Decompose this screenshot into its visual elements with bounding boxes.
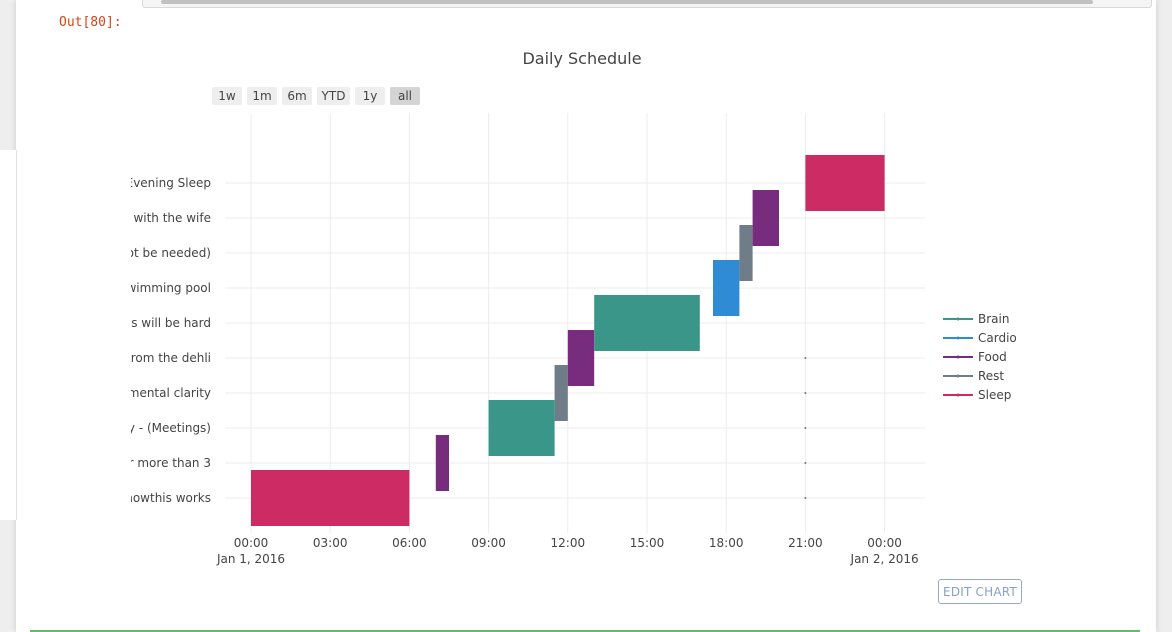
legend-marker-sleep [956,393,960,397]
range-button-label-1w[interactable]: 1w [218,89,236,103]
y-tick-label: or more than 3 [121,456,211,470]
y-tick-label: wimming pool [126,281,211,295]
range-button-1m[interactable] [247,87,277,105]
range-button-ytd[interactable] [317,87,350,105]
gantt-bar-rest [554,365,568,421]
cell-bottom-border [30,630,1140,632]
x-tick-label: 18:00 [709,536,744,550]
x-tick-label: 21:00 [788,536,823,550]
marker-point [804,427,807,429]
y-tick-label: mental clarity [128,386,211,400]
legend-label-cardio: Cardio [978,331,1017,345]
gantt-bar-sleep [805,155,885,211]
range-button-label-all[interactable]: all [398,89,412,103]
x-tick-label: 00:00 [234,536,269,550]
y-tick-label: howthis works [125,491,211,505]
gantt-bar-brain [488,400,555,456]
range-button-label-ytd[interactable]: YTD [321,89,346,103]
legend-label-brain: Brain [978,312,1009,326]
range-button-label-6m[interactable]: 6m [287,89,306,103]
legend-label-food: Food [978,350,1007,364]
scrollbar-thumb[interactable] [161,0,1093,4]
marker-point [804,392,807,394]
x-tick-label: 03:00 [313,536,348,550]
gantt-bar-food [752,190,779,246]
range-button-label-1y[interactable]: 1y [363,89,378,103]
gantt-bar-food [567,330,595,386]
gantt-bar-cardio [713,260,740,316]
legend-label-rest: Rest [978,369,1004,383]
notebook-cell [16,0,1156,632]
gantt-bar-rest [739,225,753,281]
y-tick-label: nis will be hard [120,316,211,330]
legend-marker-cardio [956,336,960,340]
x-tick-label: 00:00 [867,536,902,550]
y-tick-label: Evening Sleep [126,176,211,190]
x-tick-label: 12:00 [551,536,586,550]
x-tick-date-label: Jan 1, 2016 [216,552,285,566]
chart-title: Daily Schedule [522,49,641,68]
legend-marker-food [956,355,960,359]
range-button-6m[interactable] [282,87,312,105]
edit-chart-button[interactable]: EDIT CHART [938,579,1022,604]
x-tick-label: 15:00 [630,536,665,550]
gantt-bar-brain [594,295,700,351]
gantt-bar-food [435,435,449,491]
x-tick-date-label: Jan 2, 2016 [850,552,919,566]
output-prompt: Out[80]: [59,15,122,30]
range-button-1y[interactable] [355,87,385,105]
range-button-label-1m[interactable]: 1m [252,89,271,103]
x-tick-label: 06:00 [392,536,427,550]
marker-point [804,357,807,359]
range-button-all[interactable] [390,87,420,105]
y-tick-label: from the dehli [126,351,211,365]
y-tick-label: ot be needed) [127,246,211,260]
y-tick-label: r with the wife [125,211,211,225]
x-tick-label: 09:00 [471,536,506,550]
marker-point [804,462,807,464]
label-clip-mask [0,150,131,520]
y-tick-label: ay - (Meetings) [121,421,211,435]
gantt-bar-sleep [251,470,410,526]
marker-point [804,497,807,499]
range-button-1w[interactable] [212,87,242,105]
legend-marker-rest [956,374,960,378]
legend-label-sleep: Sleep [978,388,1011,402]
horizontal-scrollbar[interactable] [142,0,1152,8]
legend-marker-brain [956,317,960,321]
